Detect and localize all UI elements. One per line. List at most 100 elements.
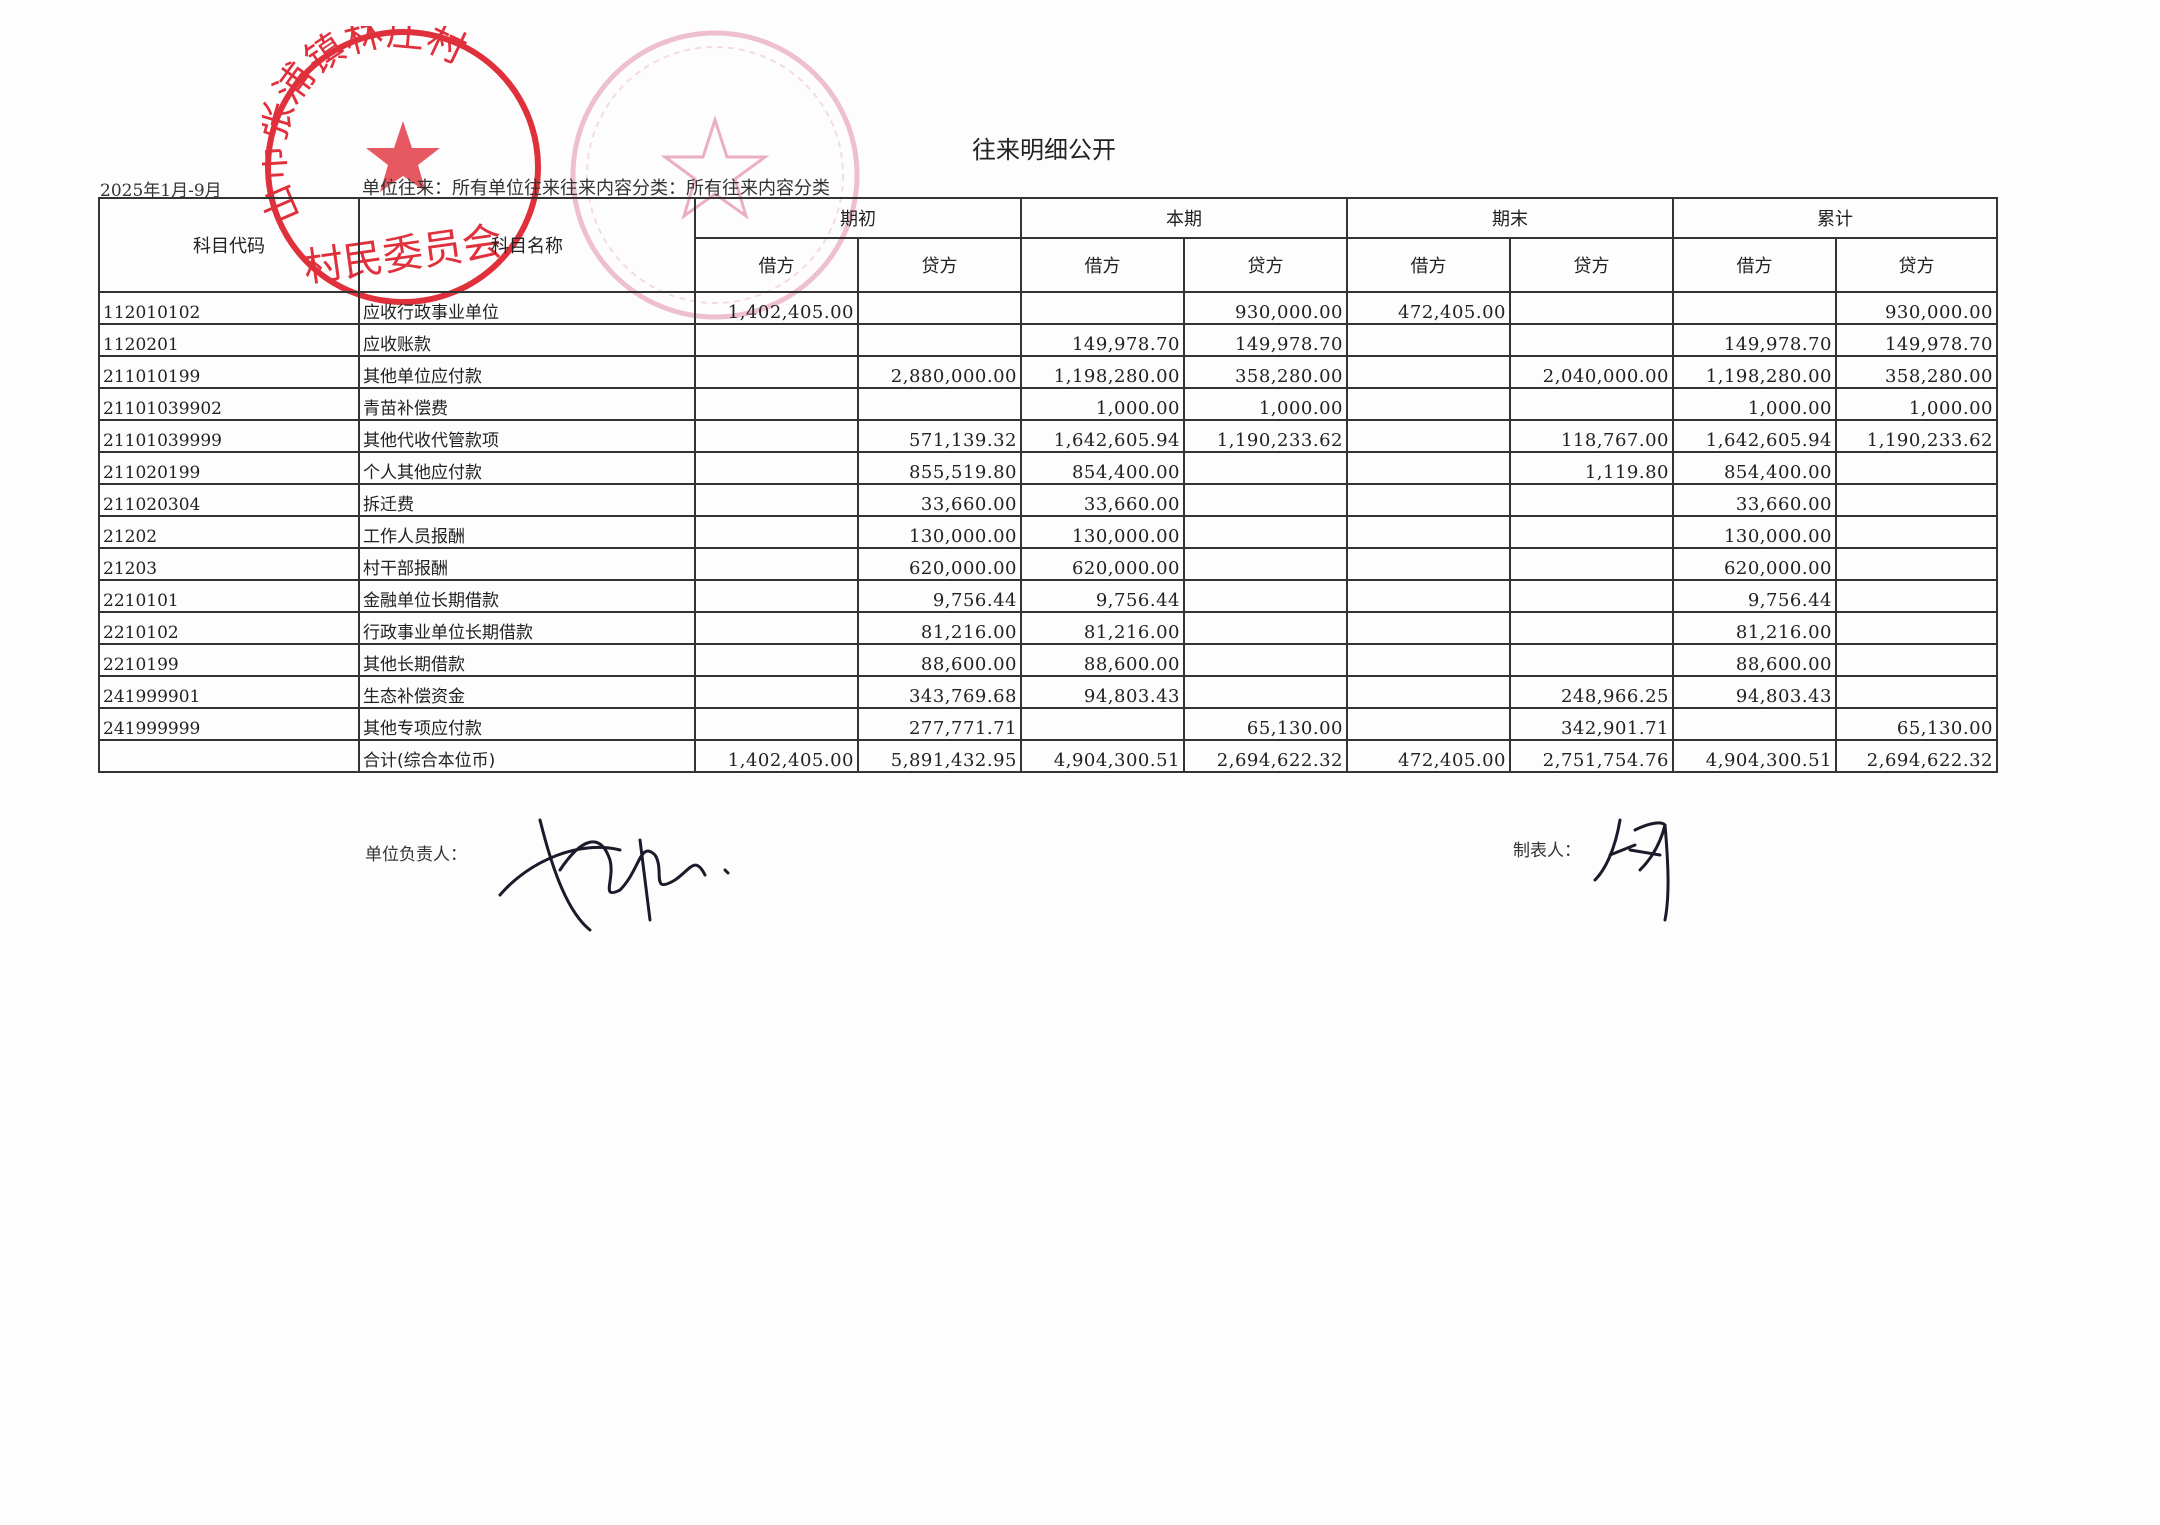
cumulative-credit-cell bbox=[1835, 611, 1998, 645]
cumulative-credit-cell bbox=[1835, 643, 1998, 677]
opening-credit-cell: 855,519.80 bbox=[857, 451, 1022, 485]
current-credit-cell: 2,694,622.32 bbox=[1183, 739, 1348, 773]
current-debit-cell: 620,000.00 bbox=[1020, 547, 1185, 581]
table-row: 21101039902 青苗补偿费 1,000.00 1,000.00 1,000.00… bbox=[98, 387, 1998, 421]
opening-credit-cell: 5,891,432.95 bbox=[857, 739, 1022, 773]
account-code: 241999901 bbox=[98, 675, 360, 709]
report-filter: 单位往来：所有单位往来往来内容分类：所有往来内容分类 bbox=[362, 178, 830, 199]
closing-credit-cell bbox=[1509, 643, 1674, 677]
table-row: 211020304 拆迁费 33,660.00 33,660.00 33,660.00 bbox=[98, 483, 1998, 517]
closing-credit-cell: 1,119.80 bbox=[1509, 451, 1674, 485]
closing-credit-cell: 248,966.25 bbox=[1509, 675, 1674, 709]
header-closing: 期末 bbox=[1346, 197, 1674, 239]
account-name: 其他代收代管款项 bbox=[358, 419, 696, 453]
header-debit: 借方 bbox=[694, 237, 859, 293]
account-name: 个人其他应付款 bbox=[358, 451, 696, 485]
account-code bbox=[98, 739, 360, 773]
closing-credit-cell: 2,040,000.00 bbox=[1509, 355, 1674, 389]
closing-credit-cell bbox=[1509, 611, 1674, 645]
header-current: 本期 bbox=[1020, 197, 1348, 239]
closing-debit-cell bbox=[1346, 387, 1511, 421]
cumulative-debit-cell: 88,600.00 bbox=[1672, 643, 1837, 677]
opening-credit-cell: 130,000.00 bbox=[857, 515, 1022, 549]
table-row: 211020199 个人其他应付款 855,519.80 854,400.00 1,11… bbox=[98, 451, 1998, 485]
closing-debit-cell bbox=[1346, 323, 1511, 357]
current-credit-cell: 930,000.00 bbox=[1183, 291, 1348, 325]
cumulative-debit-cell: 620,000.00 bbox=[1672, 547, 1837, 581]
account-code: 2210102 bbox=[98, 611, 360, 645]
closing-credit-cell bbox=[1509, 515, 1674, 549]
account-code: 21101039902 bbox=[98, 387, 360, 421]
account-code: 241999999 bbox=[98, 707, 360, 741]
current-credit-cell: 358,280.00 bbox=[1183, 355, 1348, 389]
header-debit: 借方 bbox=[1020, 237, 1185, 293]
opening-credit-cell: 343,769.68 bbox=[857, 675, 1022, 709]
cumulative-debit-cell: 854,400.00 bbox=[1672, 451, 1837, 485]
account-code: 2210199 bbox=[98, 643, 360, 677]
unit-head-signature bbox=[498, 818, 730, 932]
current-credit-cell: 1,000.00 bbox=[1183, 387, 1348, 421]
header-credit: 贷方 bbox=[857, 237, 1022, 293]
current-debit-cell: 1,642,605.94 bbox=[1020, 419, 1185, 453]
header-credit: 贷方 bbox=[1183, 237, 1348, 293]
account-code: 211010199 bbox=[98, 355, 360, 389]
closing-credit-cell bbox=[1509, 387, 1674, 421]
opening-debit-cell bbox=[694, 643, 859, 677]
opening-debit-cell bbox=[694, 579, 859, 613]
closing-debit-cell bbox=[1346, 419, 1511, 453]
opening-debit-cell bbox=[694, 675, 859, 709]
current-debit-cell: 854,400.00 bbox=[1020, 451, 1185, 485]
current-credit-cell: 1,190,233.62 bbox=[1183, 419, 1348, 453]
cumulative-debit-cell bbox=[1672, 707, 1837, 741]
opening-credit-cell: 81,216.00 bbox=[857, 611, 1022, 645]
cumulative-credit-cell: 2,694,622.32 bbox=[1835, 739, 1998, 773]
cumulative-debit-cell: 149,978.70 bbox=[1672, 323, 1837, 357]
ledger-table: 科目代码 科目名称 期初 本期 期末 累计 借方 贷方 借方 贷方 借方 贷方 … bbox=[98, 197, 1998, 773]
closing-credit-cell bbox=[1509, 323, 1674, 357]
header-code: 科目代码 bbox=[98, 197, 360, 293]
cumulative-debit-cell: 4,904,300.51 bbox=[1672, 739, 1837, 773]
closing-credit-cell bbox=[1509, 291, 1674, 325]
opening-debit-cell bbox=[694, 419, 859, 453]
closing-debit-cell: 472,405.00 bbox=[1346, 291, 1511, 325]
header-cumulative: 累计 bbox=[1672, 197, 1998, 239]
current-debit-cell: 1,000.00 bbox=[1020, 387, 1185, 421]
opening-credit-cell: 9,756.44 bbox=[857, 579, 1022, 613]
current-debit-cell: 1,198,280.00 bbox=[1020, 355, 1185, 389]
unit-head-label: 单位负责人： bbox=[365, 845, 467, 865]
cumulative-debit-cell: 1,198,280.00 bbox=[1672, 355, 1837, 389]
current-credit-cell: 149,978.70 bbox=[1183, 323, 1348, 357]
cumulative-credit-cell: 65,130.00 bbox=[1835, 707, 1998, 741]
account-code: 21203 bbox=[98, 547, 360, 581]
opening-debit-cell bbox=[694, 387, 859, 421]
account-name: 其他长期借款 bbox=[358, 643, 696, 677]
current-credit-cell: 65,130.00 bbox=[1183, 707, 1348, 741]
opening-debit-cell bbox=[694, 547, 859, 581]
table-row: 2210199 其他长期借款 88,600.00 88,600.00 88,600.00 bbox=[98, 643, 1998, 677]
current-credit-cell bbox=[1183, 451, 1348, 485]
current-credit-cell bbox=[1183, 579, 1348, 613]
account-name: 行政事业单位长期借款 bbox=[358, 611, 696, 645]
cumulative-debit-cell: 33,660.00 bbox=[1672, 483, 1837, 517]
cumulative-credit-cell bbox=[1835, 579, 1998, 613]
opening-credit-cell: 33,660.00 bbox=[857, 483, 1022, 517]
account-code: 21101039999 bbox=[98, 419, 360, 453]
opening-credit-cell: 620,000.00 bbox=[857, 547, 1022, 581]
account-code: 2210101 bbox=[98, 579, 360, 613]
opening-debit-cell bbox=[694, 611, 859, 645]
header-name: 科目名称 bbox=[358, 197, 696, 293]
current-debit-cell: 4,904,300.51 bbox=[1020, 739, 1185, 773]
closing-debit-cell bbox=[1346, 355, 1511, 389]
opening-debit-cell bbox=[694, 355, 859, 389]
closing-debit-cell bbox=[1346, 515, 1511, 549]
account-code: 1120201 bbox=[98, 323, 360, 357]
cumulative-debit-cell: 9,756.44 bbox=[1672, 579, 1837, 613]
opening-debit-cell bbox=[694, 707, 859, 741]
account-name: 金融单位长期借款 bbox=[358, 579, 696, 613]
closing-credit-cell bbox=[1509, 483, 1674, 517]
cumulative-debit-cell: 1,000.00 bbox=[1672, 387, 1837, 421]
account-name: 应收行政事业单位 bbox=[358, 291, 696, 325]
header-credit: 贷方 bbox=[1509, 237, 1674, 293]
report-title: 往来明细公开 bbox=[972, 136, 1116, 164]
closing-debit-cell bbox=[1346, 675, 1511, 709]
